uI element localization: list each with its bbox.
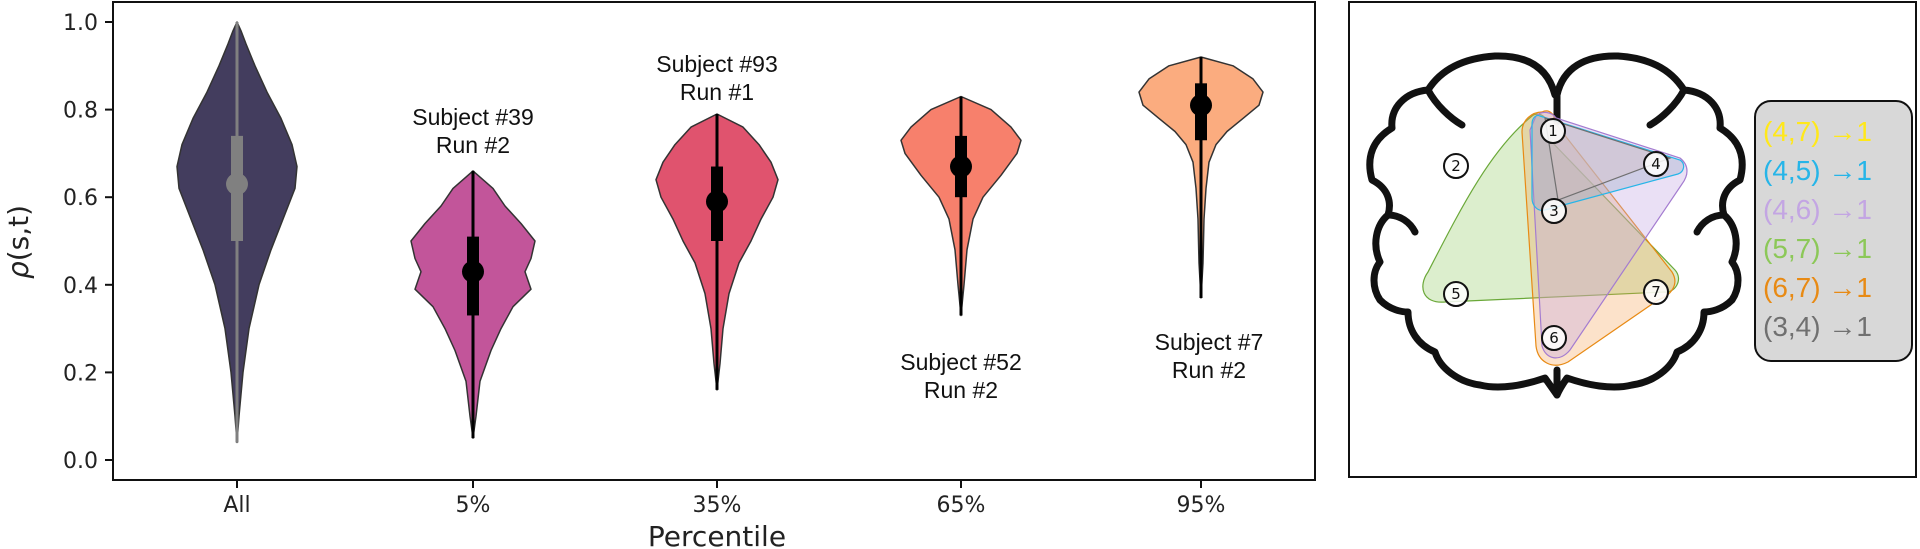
x-tick-label: 65% xyxy=(937,493,986,518)
y-tick-label: 0.0 xyxy=(63,449,98,474)
violin-chart: ρ(s,t) Percentile 0.0 0.2 0.4 0.6 0.8 1.0 All… xyxy=(2,1,1316,549)
hyperedge-4-5-1 xyxy=(1531,114,1685,211)
y-tick-label: 1.0 xyxy=(63,11,98,36)
network-node: 4 xyxy=(1643,151,1669,177)
network-node: 2 xyxy=(1443,153,1469,179)
x-axis-ticks: All 5% 35% 65% 95% xyxy=(223,480,1225,518)
y-tick-label: 0.4 xyxy=(63,274,98,299)
plot-area-frame xyxy=(112,1,1316,481)
svg-text:7: 7 xyxy=(1651,283,1661,301)
y-axis-title: ρ(s,t) xyxy=(2,205,35,279)
network-node: 1 xyxy=(1540,118,1566,144)
network-node: 6 xyxy=(1541,325,1567,351)
svg-text:3: 3 xyxy=(1549,202,1559,220)
legend-entry: (4,6) →1 xyxy=(1763,194,1872,225)
violin-median-point xyxy=(226,173,248,196)
legend-entry: (4,5) →1 xyxy=(1763,155,1872,186)
legend-entry: (5,7) →1 xyxy=(1763,233,1872,264)
y-tick-label: 0.8 xyxy=(63,99,98,124)
legend-entry: (6,7) →1 xyxy=(1763,272,1872,303)
svg-text:4: 4 xyxy=(1651,155,1661,173)
violin-median-point xyxy=(1190,94,1212,117)
subject-annotation: Subject #93 Run #1 xyxy=(656,51,777,105)
hyperedge-3-4-1 xyxy=(1544,117,1672,201)
legend-entry: (3,4) →1 xyxy=(1763,311,1872,342)
brain-outline xyxy=(1366,52,1746,399)
legend-box xyxy=(1754,100,1913,362)
svg-text:2: 2 xyxy=(1451,157,1461,175)
y-axis-ticks: 0.0 0.2 0.4 0.6 0.8 1.0 xyxy=(63,11,113,474)
svg-text:6: 6 xyxy=(1549,329,1559,347)
violin-median-point xyxy=(950,155,972,178)
network-panel-frame xyxy=(1348,1,1917,478)
y-tick-label: 0.6 xyxy=(63,186,98,211)
network-node: 5 xyxy=(1443,281,1469,307)
x-tick-label: 35% xyxy=(693,493,742,518)
network-panel: 1 2 3 4 5 6 7 (4,7) →1 (4,5) →1 (4,6) →1 (5,7) →1… xyxy=(1348,1,1917,478)
svg-text:5: 5 xyxy=(1451,285,1461,303)
violins xyxy=(176,21,1264,444)
svg-text:1: 1 xyxy=(1548,122,1558,140)
violin-median-point xyxy=(462,260,484,283)
network-node: 7 xyxy=(1643,279,1669,305)
legend-entry: (4,7) →1 xyxy=(1763,116,1872,147)
percentile-annotations: Subject #39 Run #2 Subject #93 Run #1 Subjec… xyxy=(412,51,1263,403)
network-node: 3 xyxy=(1541,198,1567,224)
x-tick-label: All xyxy=(223,493,250,518)
x-tick-label: 95% xyxy=(1177,493,1226,518)
subject-annotation: Subject #7 Run #2 xyxy=(1155,329,1264,383)
x-axis-title: Percentile xyxy=(648,520,786,549)
x-tick-label: 5% xyxy=(456,493,491,518)
y-tick-label: 0.2 xyxy=(63,361,98,386)
subject-annotation: Subject #39 Run #2 xyxy=(412,104,533,158)
subject-annotation: Subject #52 Run #2 xyxy=(900,349,1021,403)
network-legend: (4,7) →1 (4,5) →1 (4,6) →1 (5,7) →1 (6,7) →1… xyxy=(1754,100,1913,362)
violin-median-point xyxy=(706,190,728,213)
network-nodes: 1 2 3 4 5 6 7 xyxy=(1443,118,1669,351)
